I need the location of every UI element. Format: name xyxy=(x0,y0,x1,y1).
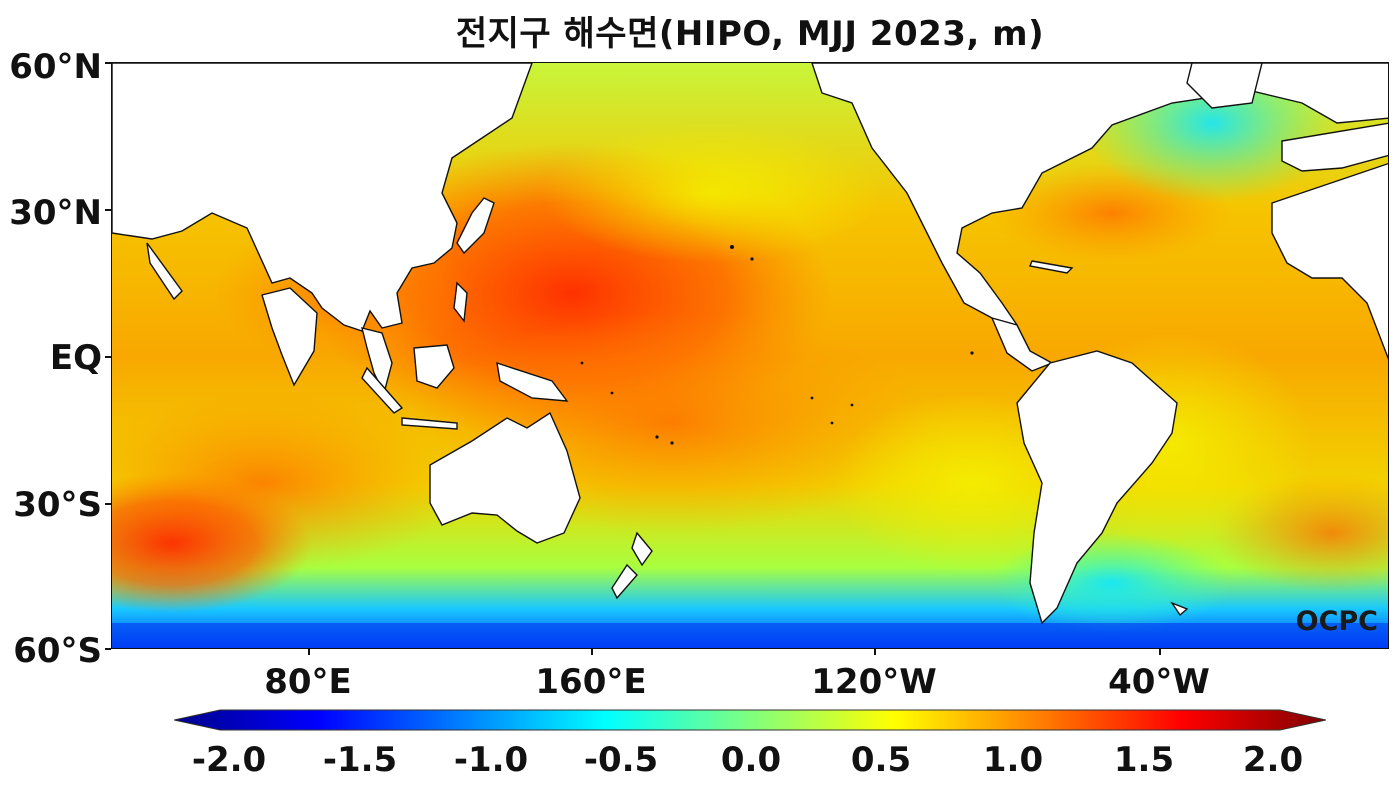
ocpc-watermark: OCPC xyxy=(1295,606,1378,637)
lon-tick xyxy=(1159,649,1161,655)
lat-tick xyxy=(105,62,111,64)
colorbar-tick-label: 1.5 xyxy=(1113,740,1175,780)
lat-label-60s: 60°S xyxy=(13,631,102,671)
lon-label-80e: 80°E xyxy=(264,662,352,702)
lon-tick xyxy=(591,649,593,655)
lat-label-60n: 60°N xyxy=(9,47,102,87)
map-title: 전지구 해수면(HIPO, MJJ 2023, m) xyxy=(455,14,1045,54)
lat-tick xyxy=(105,209,111,211)
colorbar-tick-label: 0.5 xyxy=(850,740,912,780)
colorbar-tick-label: 1.0 xyxy=(982,740,1044,780)
sea-level-map xyxy=(111,62,1389,649)
land-outline xyxy=(112,63,1388,625)
lat-label-30n: 30°N xyxy=(9,193,102,233)
lon-label-160e: 160°E xyxy=(535,662,647,702)
colorbar-tick-label: 2.0 xyxy=(1242,740,1304,780)
lon-tick xyxy=(874,649,876,655)
sea-level-field xyxy=(112,63,1388,648)
lat-label-30s: 30°S xyxy=(13,485,102,525)
lon-tick xyxy=(308,649,310,655)
lat-label-eq: EQ xyxy=(49,338,102,378)
lat-tick xyxy=(105,503,111,505)
colorbar-tick-label: -1.5 xyxy=(322,740,398,780)
lon-label-120w: 120°W xyxy=(811,662,937,702)
lat-tick xyxy=(105,356,111,358)
colorbar-tick-label: -2.0 xyxy=(191,740,267,780)
colorbar xyxy=(173,707,1327,733)
lat-tick xyxy=(105,648,111,650)
lon-label-40w: 40°W xyxy=(1108,662,1210,702)
colorbar-tick-label: -0.5 xyxy=(583,740,659,780)
colorbar-tick-label: -1.0 xyxy=(453,740,529,780)
colorbar-tick-label: 0.0 xyxy=(720,740,782,780)
colorbar-graphic xyxy=(173,709,1327,731)
